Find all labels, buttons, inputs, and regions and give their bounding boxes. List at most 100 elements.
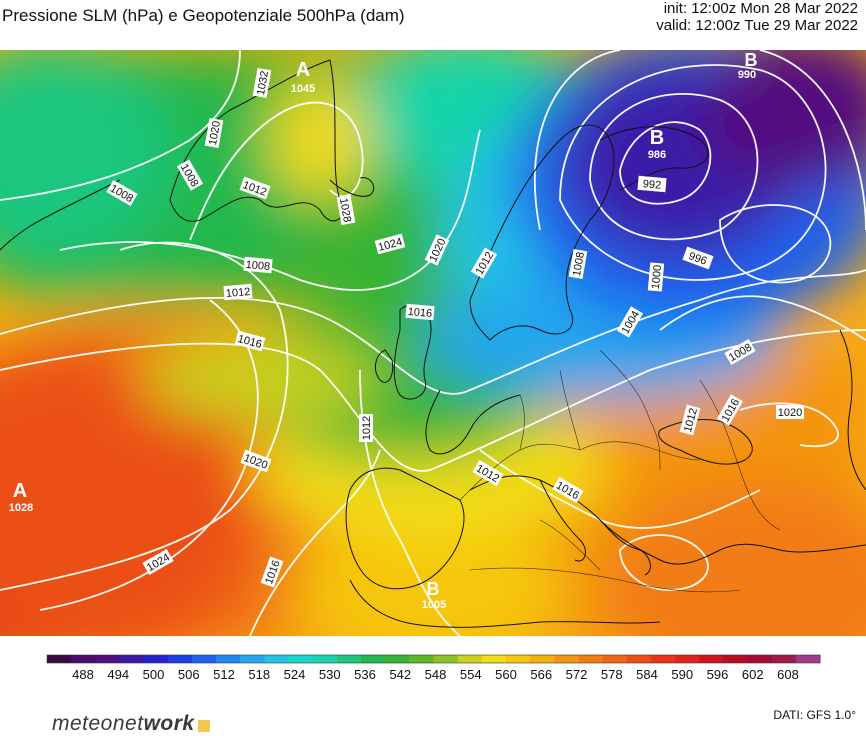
legend-swatch <box>578 655 604 663</box>
isobars <box>0 50 866 636</box>
data-source: DATI: GFS 1.0° <box>773 708 856 722</box>
high-center-atlantic: A 1028 <box>9 480 33 514</box>
legend-tick-label: 584 <box>636 667 658 682</box>
color-legend: 488 494 500 506 512 518 524 530 536 542 548 554 560 5… <box>46 654 821 682</box>
center-value: 1045 <box>291 83 315 95</box>
center-value: 1005 <box>422 599 446 611</box>
isobar-label: 1020 <box>776 405 804 419</box>
svg-text:1020: 1020 <box>778 407 802 419</box>
legend-swatch <box>530 655 555 663</box>
legend-swatch <box>771 655 797 663</box>
svg-text:1012: 1012 <box>225 286 250 300</box>
legend-tick-label: 518 <box>248 667 270 682</box>
legend-swatch <box>361 655 386 663</box>
svg-text:1008: 1008 <box>571 251 587 277</box>
legend-swatch <box>143 655 169 663</box>
init-time: init: 12:00z Mon 28 Mar 2022 <box>663 0 858 17</box>
svg-text:1008: 1008 <box>245 259 270 273</box>
legend-swatch <box>675 655 700 663</box>
legend-swatches <box>46 654 821 664</box>
center-letter: A <box>13 480 27 502</box>
high-center-greenland: A 1045 <box>291 59 315 95</box>
isobar-label: 1020 <box>204 117 224 149</box>
legend-swatch <box>71 655 96 663</box>
isobar-label: 1012 <box>223 283 253 301</box>
legend-tick-label: 596 <box>707 667 729 682</box>
isobar-label: 1008 <box>243 256 273 274</box>
center-value: 990 <box>738 69 756 81</box>
valid-time: valid: 12:00z Tue 29 Mar 2022 <box>656 17 858 34</box>
legend-swatch <box>457 655 483 663</box>
legend-swatch <box>264 655 290 663</box>
legend-tick-label: 608 <box>777 667 799 682</box>
legend-swatch <box>191 655 217 663</box>
legend-swatch <box>409 655 434 663</box>
legend-swatch <box>216 655 241 663</box>
pressure-centers: A 1045 B 986 B 990 A 1028 B 1005 <box>9 50 758 611</box>
coastlines <box>0 59 866 628</box>
center-value: 1028 <box>9 502 33 514</box>
brand-bold: work <box>143 712 195 735</box>
center-letter: B <box>745 50 758 70</box>
legend-tick-label: 494 <box>107 667 129 682</box>
legend-tick-label: 578 <box>601 667 623 682</box>
legend-swatch <box>167 655 193 663</box>
legend-swatch <box>119 655 145 663</box>
legend-swatch <box>312 655 338 663</box>
legend-tick-label: 524 <box>284 667 306 682</box>
svg-text:992: 992 <box>642 178 661 192</box>
legend-swatch <box>481 655 507 663</box>
legend-tick-label: 590 <box>671 667 693 682</box>
geopotential-field <box>0 50 866 636</box>
svg-text:1032: 1032 <box>255 70 271 96</box>
legend-swatch <box>95 655 120 663</box>
legend-swatch <box>505 655 531 663</box>
legend-frame <box>46 654 821 664</box>
legend-swatch <box>554 655 579 663</box>
legend-swatch <box>433 655 459 663</box>
center-letter: B <box>650 127 664 149</box>
legend-swatch <box>747 655 773 663</box>
legend-swatch <box>602 655 628 663</box>
legend-swatch <box>288 655 314 663</box>
isobar-label: 1016 <box>405 303 435 321</box>
legend-tick-label: 530 <box>319 667 341 682</box>
center-value: 986 <box>648 149 666 161</box>
isobar-label: 1000 <box>647 262 665 292</box>
legend-ticks: 488 494 500 506 512 518 524 530 536 542 548 554 560 5… <box>72 667 799 682</box>
legend-swatch <box>699 655 724 663</box>
weather-map: A 1045 B 986 B 990 A 1028 B 1005 1032 102… <box>0 50 866 636</box>
svg-text:1012: 1012 <box>361 416 373 440</box>
isobar-label: 1012 <box>359 414 373 442</box>
low-center-scandinavia: B 986 <box>648 127 666 161</box>
legend-tick-label: 572 <box>566 667 588 682</box>
legend-tick-label: 566 <box>530 667 552 682</box>
map-title: Pressione SLM (hPa) e Geopotenziale 500h… <box>2 6 405 25</box>
legend-swatch <box>385 655 410 663</box>
low-center-northeast: B 990 <box>738 50 758 81</box>
legend-tick-label: 488 <box>72 667 94 682</box>
low-center-africa: B 1005 <box>422 579 446 611</box>
legend-tick-label: 560 <box>495 667 517 682</box>
legend-swatch <box>336 655 362 663</box>
legend-tick-label: 512 <box>213 667 235 682</box>
svg-text:1000: 1000 <box>650 264 664 289</box>
center-letter: A <box>296 59 310 81</box>
isobar-label: 992 <box>637 175 667 193</box>
borders <box>459 349 781 593</box>
brand-main: meteonet <box>52 712 144 735</box>
brand-square-icon <box>198 720 210 732</box>
legend-tick-label: 602 <box>742 667 764 682</box>
run-info: init: 12:00z Mon 28 Mar 2022 valid: 12:0… <box>656 0 858 34</box>
legend-swatch <box>47 655 72 663</box>
legend-tick-label: 500 <box>143 667 165 682</box>
legend-tick-label: 542 <box>389 667 411 682</box>
svg-text:996: 996 <box>687 250 708 268</box>
legend-tick-label: 506 <box>178 667 200 682</box>
svg-text:1016: 1016 <box>407 306 432 320</box>
legend-tick-label: 548 <box>425 667 447 682</box>
isobar-label: 996 <box>682 246 714 270</box>
isobar-label: 1008 <box>568 248 588 280</box>
legend-swatch <box>626 655 652 663</box>
svg-text:1028: 1028 <box>337 197 353 223</box>
